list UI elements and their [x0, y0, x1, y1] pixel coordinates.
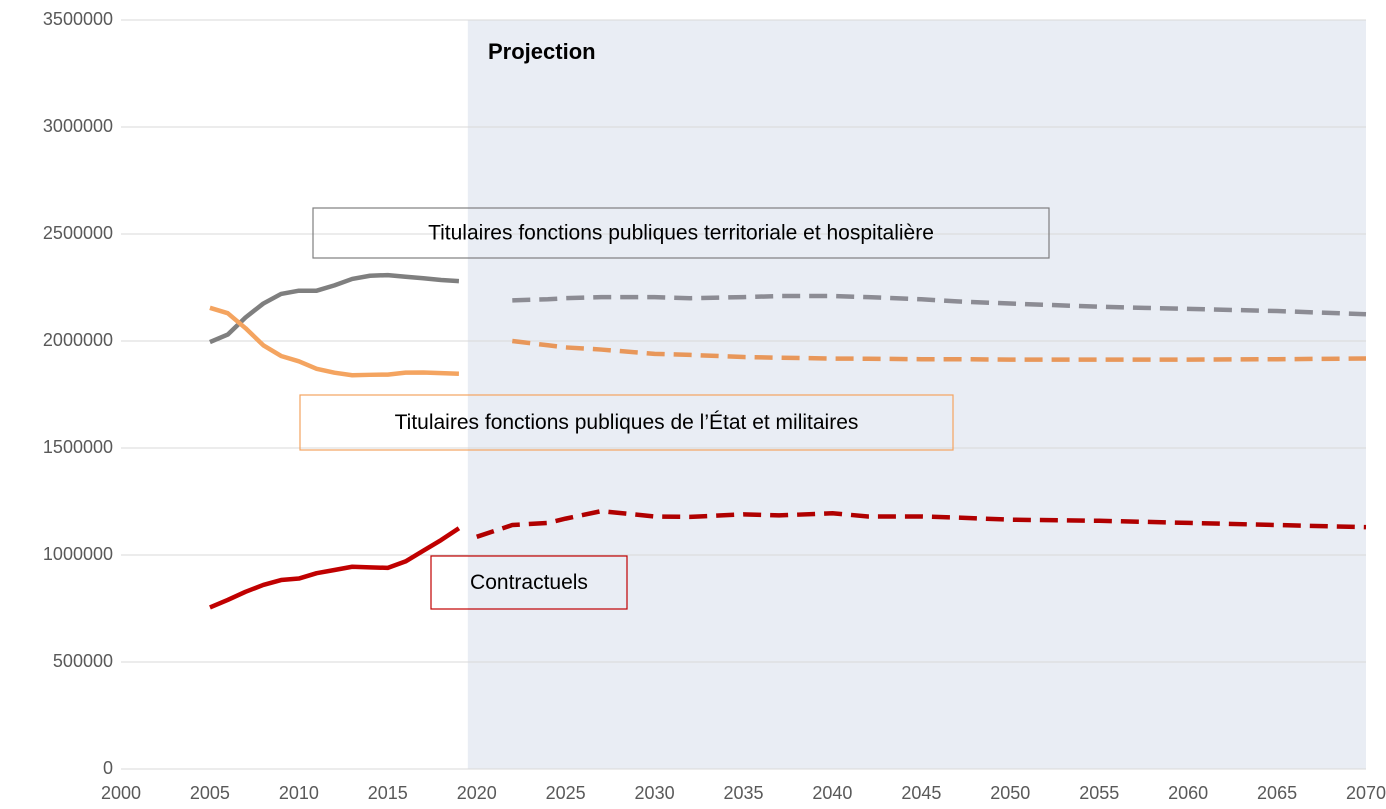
- y-tick-label: 0: [103, 758, 113, 778]
- series-label: Titulaires fonctions publiques territori…: [428, 222, 934, 245]
- y-tick-label: 500000: [53, 651, 113, 671]
- x-tick-label: 2050: [990, 783, 1030, 803]
- x-tick-label: 2010: [279, 783, 319, 803]
- series-label: Titulaires fonctions publiques de l’État…: [395, 411, 859, 434]
- x-tick-label: 2020: [457, 783, 497, 803]
- series-label-box: [312, 207, 1050, 259]
- x-tick-label: 2070: [1346, 783, 1386, 803]
- x-tick-label: 2000: [101, 783, 141, 803]
- history-line: [209, 526, 461, 610]
- x-tick-label: 2040: [812, 783, 852, 803]
- x-tick-label: 2060: [1168, 783, 1208, 803]
- y-tick-label: 1000000: [43, 544, 113, 564]
- history-line: [209, 272, 460, 345]
- x-tick-label: 2025: [546, 783, 586, 803]
- y-tick-label: 1500000: [43, 437, 113, 457]
- x-tick-label: 2015: [368, 783, 408, 803]
- projection-label: Projection: [488, 39, 596, 64]
- history-line: [209, 305, 460, 378]
- y-tick-label: 2000000: [43, 330, 113, 350]
- y-tick-label: 3500000: [43, 9, 113, 29]
- x-tick-label: 2065: [1257, 783, 1297, 803]
- projection-line: [476, 508, 1367, 539]
- x-tick-label: 2045: [901, 783, 941, 803]
- y-tick-label: 3000000: [43, 116, 113, 136]
- series-label: Contractuels: [470, 571, 588, 594]
- x-tick-label: 2005: [190, 783, 230, 803]
- x-tick-label: 2030: [635, 783, 675, 803]
- x-tick-label: 2055: [1079, 783, 1119, 803]
- y-tick-label: 2500000: [43, 223, 113, 243]
- x-tick-label: 2035: [723, 783, 763, 803]
- series-label-box: [299, 394, 954, 451]
- series-label-box: [430, 555, 628, 610]
